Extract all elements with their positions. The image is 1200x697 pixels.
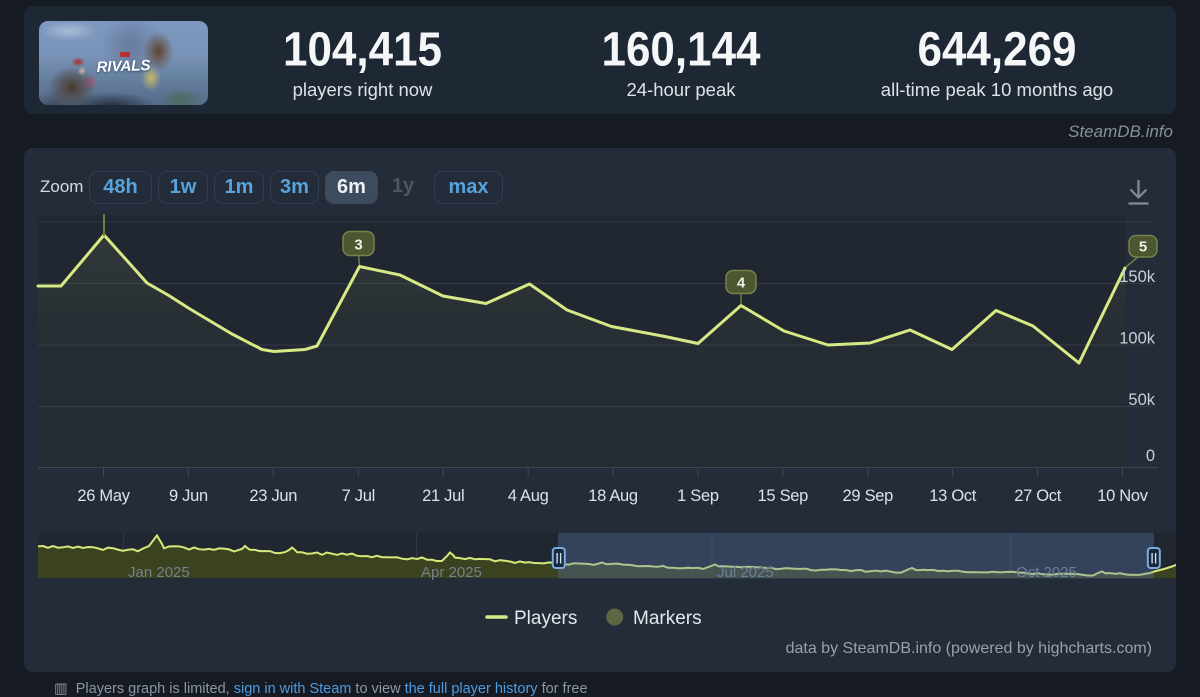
svg-text:9 Jun: 9 Jun — [169, 487, 208, 505]
svg-text:Jul 2025: Jul 2025 — [717, 564, 774, 581]
svg-text:Markers: Markers — [633, 608, 702, 629]
svg-text:4: 4 — [737, 275, 746, 292]
svg-text:21 Jul: 21 Jul — [422, 487, 464, 505]
svg-text:Players: Players — [514, 608, 577, 629]
svg-text:4 Aug: 4 Aug — [508, 487, 549, 505]
svg-text:26 May: 26 May — [77, 487, 130, 505]
svg-text:7 Jul: 7 Jul — [342, 487, 375, 505]
svg-text:100k: 100k — [1119, 330, 1156, 348]
svg-text:150k: 150k — [1119, 268, 1156, 286]
svg-text:27 Oct: 27 Oct — [1014, 487, 1062, 505]
svg-text:50k: 50k — [1128, 391, 1155, 409]
svg-text:1 Sep: 1 Sep — [677, 487, 719, 505]
svg-text:13 Oct: 13 Oct — [929, 487, 977, 505]
svg-text:Apr 2025: Apr 2025 — [421, 564, 482, 581]
svg-text:0: 0 — [1146, 447, 1155, 465]
svg-text:3: 3 — [354, 237, 362, 254]
svg-text:18 Aug: 18 Aug — [588, 487, 638, 505]
svg-text:10 Nov: 10 Nov — [1097, 487, 1149, 505]
svg-text:23 Jun: 23 Jun — [249, 487, 297, 505]
svg-text:15 Sep: 15 Sep — [758, 487, 809, 505]
svg-text:5: 5 — [1139, 239, 1147, 256]
svg-text:Oct 2025: Oct 2025 — [1016, 564, 1077, 581]
svg-text:29 Sep: 29 Sep — [843, 487, 894, 505]
svg-text:Jan 2025: Jan 2025 — [128, 564, 190, 581]
